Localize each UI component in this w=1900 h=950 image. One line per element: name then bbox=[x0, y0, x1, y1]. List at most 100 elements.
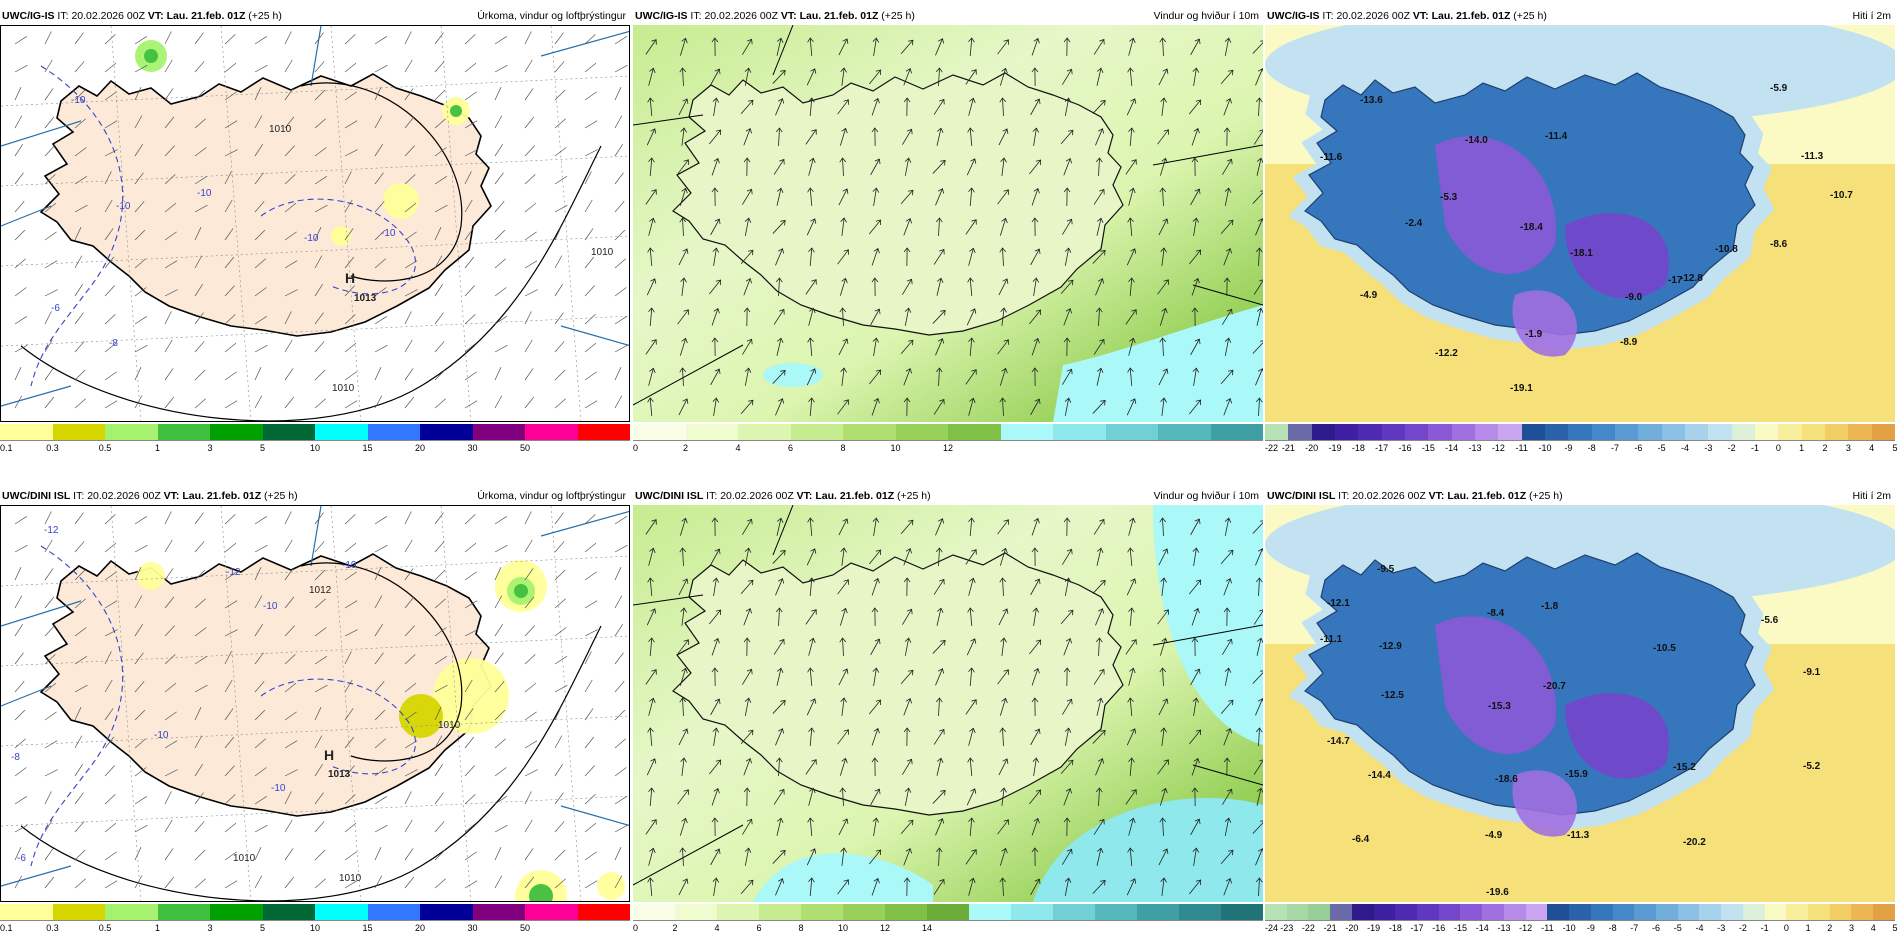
wind-arrow bbox=[1063, 187, 1071, 207]
wind-arrow bbox=[1127, 367, 1134, 387]
isobar bbox=[300, 562, 463, 762]
wind-arrow bbox=[871, 577, 880, 596]
wind-barb bbox=[224, 34, 236, 45]
wind-barb bbox=[254, 681, 265, 693]
cold-core bbox=[1435, 616, 1556, 754]
wind-arrow bbox=[806, 218, 817, 236]
wind-arrow bbox=[869, 369, 882, 385]
wind-barb bbox=[494, 652, 504, 665]
wind-barb bbox=[74, 821, 85, 833]
isotherm-label: -10 bbox=[263, 601, 278, 612]
temperature-label: -10.5 bbox=[1653, 643, 1676, 654]
wind-barb bbox=[614, 709, 626, 721]
wind-arrow bbox=[935, 547, 943, 567]
valid-time: Lau. 21.feb. 01Z bbox=[182, 490, 262, 502]
wind-barb bbox=[464, 514, 476, 525]
colorbar-tick: -14 bbox=[1475, 923, 1489, 933]
wind-arrow bbox=[1159, 667, 1167, 687]
wind-barb bbox=[224, 228, 234, 241]
wind-arrow bbox=[645, 669, 657, 685]
run-info: UWC/IG-IS IT: 20.02.2026 00Z VT: Lau. 21… bbox=[2, 8, 282, 24]
temperature-label: -11.6 bbox=[1320, 152, 1343, 163]
wind-arrow bbox=[997, 819, 1009, 835]
wind-arrow bbox=[1220, 369, 1234, 385]
wind-barb bbox=[314, 569, 326, 581]
wind-arrow bbox=[646, 608, 657, 626]
wind-barb bbox=[554, 763, 563, 777]
wind-barb bbox=[74, 369, 86, 381]
panel-header: UWC/DINI ISL IT: 20.02.2026 00Z VT: Lau.… bbox=[0, 488, 630, 504]
temperature-label: -5.6 bbox=[1761, 615, 1779, 626]
temperature-label: -20.7 bbox=[1543, 681, 1566, 692]
wind-barb bbox=[164, 848, 174, 861]
colorbar-tick: -7 bbox=[1630, 923, 1639, 933]
wind-barb bbox=[284, 339, 293, 353]
wind-barb bbox=[44, 116, 55, 129]
colorbar-swatch bbox=[472, 424, 525, 440]
wind-barb bbox=[524, 711, 537, 721]
wind-barb bbox=[314, 849, 326, 861]
wind-barb bbox=[464, 62, 477, 73]
map-frame: -12 -12 -10 -10 -10 -10 -8 -6 1012 1010 1010 1010 H 1… bbox=[0, 505, 630, 902]
wind-arrow bbox=[740, 399, 754, 415]
wind-barb bbox=[404, 174, 416, 185]
wind-arrow bbox=[742, 38, 753, 55]
wind-barb bbox=[344, 314, 356, 325]
wind-barb bbox=[224, 256, 235, 269]
temperature-label: -11.1 bbox=[1320, 634, 1343, 645]
wind-arrow bbox=[807, 667, 814, 687]
valid-time-label: VT: bbox=[1428, 490, 1445, 502]
wind-arrow bbox=[997, 519, 1009, 535]
wind-arrow bbox=[1029, 639, 1042, 655]
wind-barb bbox=[584, 371, 597, 381]
wind-arrow bbox=[1063, 517, 1071, 537]
init-time-label: IT: bbox=[690, 10, 702, 22]
wind-arrow bbox=[903, 367, 912, 386]
wind-barb bbox=[554, 792, 564, 805]
wind-arrow bbox=[1125, 639, 1137, 655]
colorbar-tick: 15 bbox=[362, 443, 373, 453]
map-frame bbox=[633, 25, 1263, 422]
colorbar-tick: -10 bbox=[1538, 443, 1552, 453]
wind-barb bbox=[404, 339, 413, 353]
wind-barb bbox=[254, 229, 266, 241]
wind-arrow bbox=[648, 847, 656, 866]
wind-barb bbox=[404, 511, 412, 525]
wind-arrow bbox=[807, 337, 814, 357]
wind-barb bbox=[434, 204, 448, 213]
wind-arrow bbox=[997, 669, 1009, 685]
wind-barb bbox=[374, 847, 382, 861]
wind-barb bbox=[284, 289, 298, 297]
wind-barb bbox=[614, 595, 623, 609]
wind-barb bbox=[104, 600, 118, 609]
model-name: UWC/IG-IS bbox=[1267, 10, 1320, 22]
colorbar-swatch bbox=[1655, 904, 1678, 920]
wind-barb bbox=[494, 87, 502, 101]
wind-arrow bbox=[1031, 67, 1039, 87]
wind-arrow bbox=[772, 69, 786, 84]
wind-barb bbox=[524, 116, 535, 129]
wind-barb bbox=[524, 174, 536, 185]
wind-barb bbox=[374, 767, 387, 777]
wind-arrow bbox=[840, 697, 847, 716]
wind-arrow bbox=[743, 637, 751, 657]
panel-header: UWC/IG-IS IT: 20.02.2026 00Z VT: Lau. 21… bbox=[1265, 8, 1895, 24]
high-pressure-value: 1013 bbox=[354, 293, 377, 304]
wind-barb bbox=[44, 31, 52, 45]
isobar-label: 1010 bbox=[269, 124, 292, 135]
colorbar-swatch bbox=[210, 904, 263, 920]
wind-arrow bbox=[1032, 277, 1040, 296]
wind-barb bbox=[314, 598, 326, 609]
wind-barb bbox=[584, 708, 594, 721]
wind-barb bbox=[254, 767, 267, 777]
temperature-label: -18.4 bbox=[1520, 222, 1543, 233]
wind-arrow bbox=[1125, 789, 1137, 805]
wind-arrow bbox=[998, 758, 1009, 776]
colorbar-tick: -15 bbox=[1421, 443, 1435, 453]
wind-barb bbox=[254, 201, 265, 213]
wind-barb bbox=[434, 792, 444, 805]
wind-arrow bbox=[999, 247, 1007, 267]
isobar-label: 1010 bbox=[233, 853, 256, 864]
colorbar-swatch bbox=[420, 904, 473, 920]
wind-arrow bbox=[999, 217, 1008, 236]
